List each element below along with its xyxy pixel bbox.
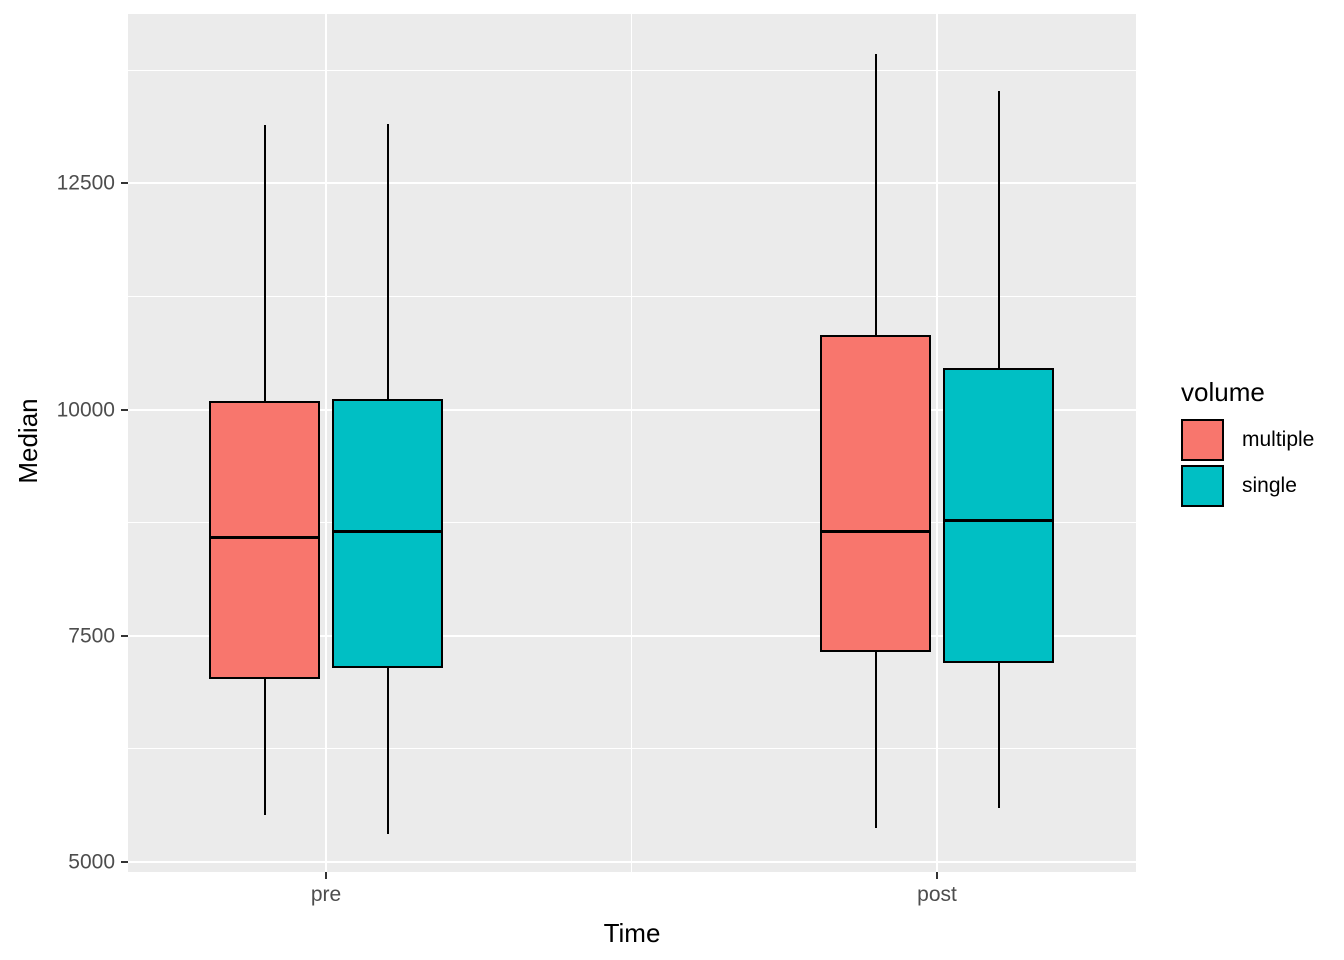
legend: volume multiple single xyxy=(1181,377,1315,507)
y-axis-tick xyxy=(121,861,128,864)
x-axis-tick xyxy=(325,872,327,879)
y-tick-label: 10000 xyxy=(56,398,115,422)
box-multiple-pre xyxy=(209,400,320,680)
legend-entry-multiple: multiple xyxy=(1181,418,1315,461)
y-tick-label: 12500 xyxy=(56,171,115,195)
y-tick-label: 7500 xyxy=(68,624,115,648)
legend-entries: multiple single xyxy=(1181,418,1315,507)
legend-label: multiple xyxy=(1242,428,1315,452)
major-gridline-x xyxy=(936,14,938,872)
x-tick-label: post xyxy=(917,883,957,906)
legend-key-multiple-swatch xyxy=(1181,418,1224,461)
x-axis-tick xyxy=(936,872,938,879)
y-tick-label: 5000 xyxy=(68,850,115,874)
legend-entry-single: single xyxy=(1181,464,1314,507)
major-gridline-x xyxy=(325,14,327,872)
legend-label: single xyxy=(1242,474,1297,498)
x-axis-title: Time xyxy=(603,918,661,948)
median-single-pre xyxy=(332,530,443,534)
median-multiple-post xyxy=(820,530,931,534)
legend-key-single-swatch xyxy=(1181,464,1224,507)
box-multiple-post xyxy=(820,334,931,653)
median-multiple-pre xyxy=(209,535,320,539)
box-single-pre xyxy=(332,398,443,669)
x-tick-label: pre xyxy=(310,883,342,906)
minor-gridline-x xyxy=(630,14,633,872)
legend-title: volume xyxy=(1181,377,1265,407)
y-axis-tick xyxy=(121,634,128,637)
box-single-post xyxy=(943,368,1054,663)
median-single-post xyxy=(943,518,1054,522)
y-axis-tick xyxy=(121,408,128,411)
y-axis-tick xyxy=(121,182,128,185)
plot-panel xyxy=(128,14,1136,872)
